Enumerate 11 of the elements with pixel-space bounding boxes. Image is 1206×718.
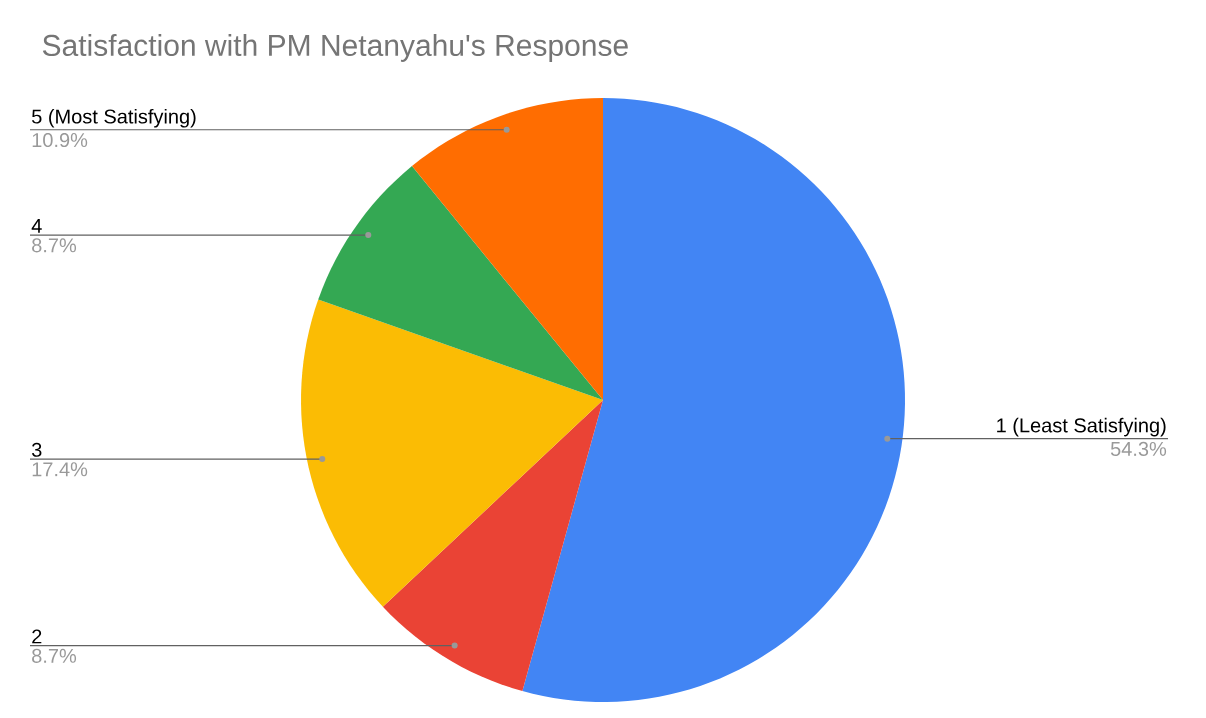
data-label: 8.7% <box>32 238 77 253</box>
slice-label: 3 <box>31 442 42 457</box>
data-label: 8.7% <box>32 648 77 663</box>
chart-title: Satisfaction with PM Netanyahu's Response <box>42 34 628 62</box>
slice-label: 2 <box>32 629 42 644</box>
slice-label: 4 <box>31 219 42 233</box>
data-label: 54.3% <box>1110 441 1167 456</box>
slice-label: 5 (Most Satisfying) <box>32 108 196 128</box>
data-label: 10.9% <box>32 132 88 148</box>
slice-label: 1 (Least Satisfying) <box>997 417 1166 437</box>
data-label: 17.4% <box>32 462 88 477</box>
